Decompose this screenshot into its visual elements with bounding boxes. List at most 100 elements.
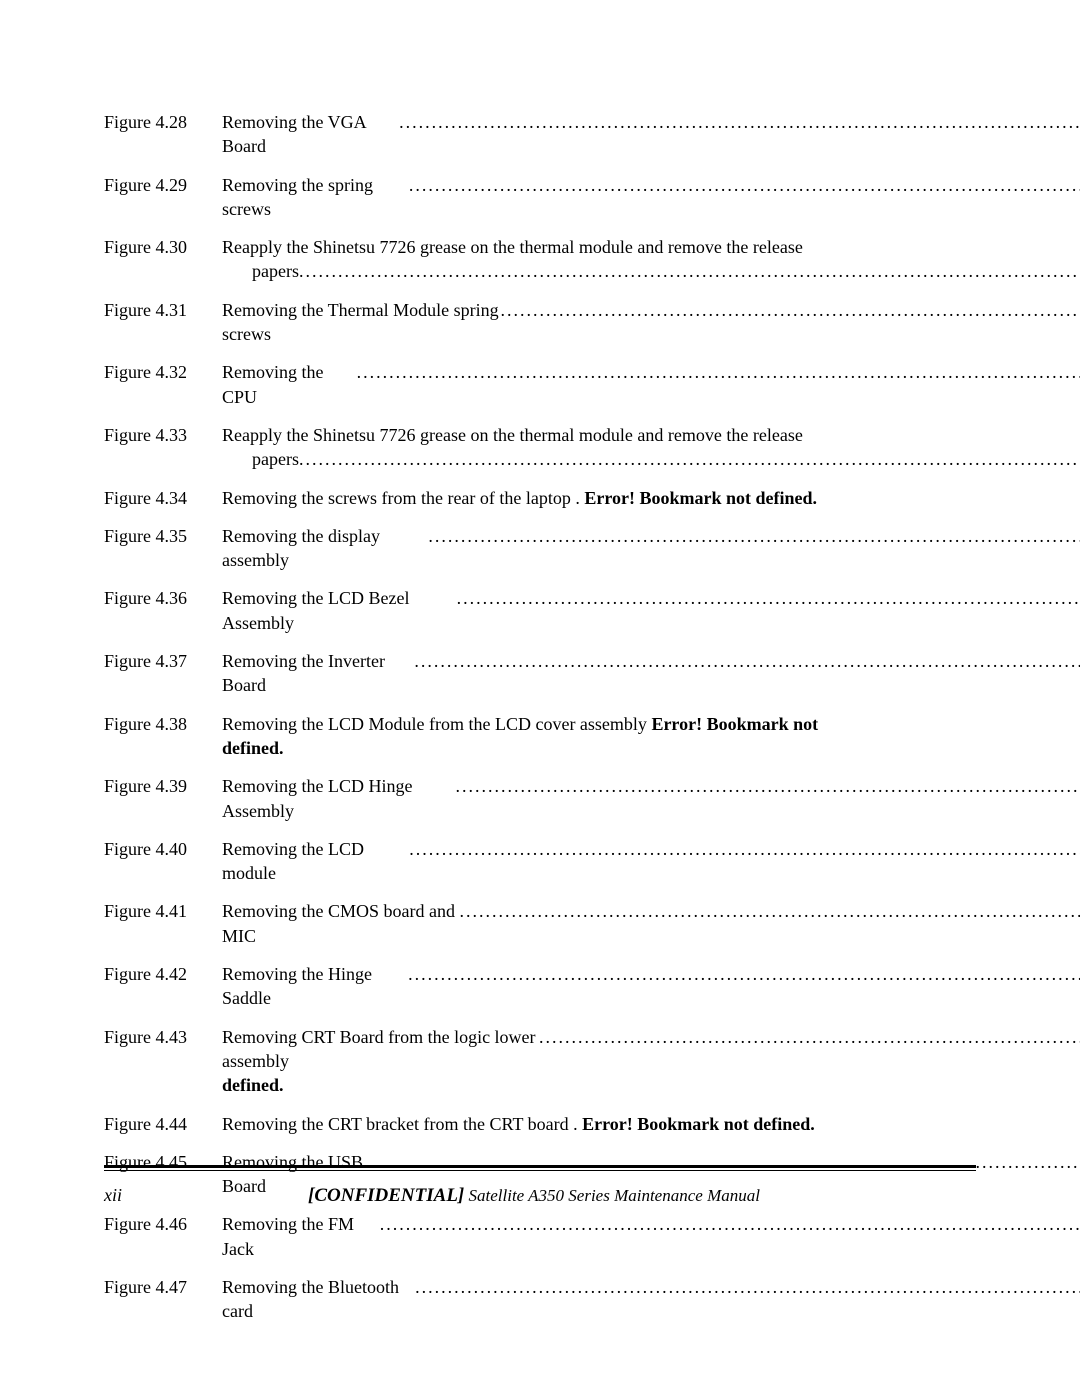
- leader-dots: ........................................…: [357, 360, 1080, 384]
- description-text: Reapply the Shinetsu 7726 grease on the …: [222, 425, 803, 445]
- entry-description: Removing the LCD module ................…: [222, 837, 1080, 886]
- leader-dots: ........................................…: [460, 899, 1080, 923]
- description-text: Removing the LCD Bezel Assembly: [222, 586, 457, 635]
- entry-description: Removing the CRT bracket from the CRT bo…: [222, 1112, 976, 1136]
- figure-number: Figure 4.47: [104, 1275, 222, 1299]
- figure-number: Figure 4.33: [104, 423, 222, 447]
- toc-entry: Figure 4.44Removing the CRT bracket from…: [104, 1112, 976, 1136]
- table-of-contents: Figure 4.28Removing the VGA Board.......…: [104, 110, 976, 1324]
- leader-dots: ........................................…: [409, 173, 1080, 197]
- description-text: Removing the Bluetooth card: [222, 1275, 415, 1324]
- description-text: Removing the spring screws: [222, 173, 409, 222]
- leader-dots: ........................................…: [399, 110, 1080, 134]
- figure-number: Figure 4.28: [104, 110, 222, 134]
- entry-description: Removing the display assembly...........…: [222, 524, 1080, 573]
- leader-dots: ........................................…: [380, 1212, 1080, 1236]
- leader-dots: ........................................…: [456, 774, 1080, 798]
- entry-description: Removing the CMOS board and MIC.........…: [222, 899, 1080, 948]
- leader-dots: ........................................…: [299, 447, 1080, 471]
- description-text: Removing the Inverter Board: [222, 649, 414, 698]
- leader-dots: ........................................…: [414, 649, 1080, 673]
- toc-entry: Figure 4.46Removing the FM Jack.........…: [104, 1212, 976, 1261]
- entry-description: Removing the Inverter Board.............…: [222, 649, 1080, 698]
- entry-description: Removing the FM Jack....................…: [222, 1212, 1080, 1261]
- figure-number: Figure 4.43: [104, 1025, 222, 1049]
- description-text: Removing the CPU: [222, 360, 357, 409]
- toc-entry: Figure 4.39Removing the LCD Hinge Assemb…: [104, 774, 976, 823]
- figure-number: Figure 4.41: [104, 899, 222, 923]
- page-number: xii: [104, 1185, 122, 1206]
- toc-entry: Figure 4.29Removing the spring screws...…: [104, 173, 976, 222]
- toc-entry: Figure 4.28Removing the VGA Board.......…: [104, 110, 976, 159]
- figure-number: Figure 4.32: [104, 360, 222, 384]
- figure-number: Figure 4.42: [104, 962, 222, 986]
- toc-entry: Figure 4.35Removing the display assembly…: [104, 524, 976, 573]
- figure-number: Figure 4.38: [104, 712, 222, 736]
- entry-description: Reapply the Shinetsu 7726 grease on the …: [222, 423, 1080, 472]
- entry-description: Removing the LCD Hinge Assembly.........…: [222, 774, 1080, 823]
- figure-number: Figure 4.29: [104, 173, 222, 197]
- entry-description: Removing the Bluetooth card.............…: [222, 1275, 1080, 1324]
- entry-description: Removing the spring screws..............…: [222, 173, 1080, 222]
- entry-description: Removing the CPU........................…: [222, 360, 1080, 409]
- figure-number: Figure 4.36: [104, 586, 222, 610]
- leader-dots: ........................................…: [408, 962, 1080, 986]
- entry-description: Removing CRT Board from the logic lower …: [222, 1025, 1080, 1098]
- figure-number: Figure 4.40: [104, 837, 222, 861]
- toc-entry: Figure 4.47Removing the Bluetooth card..…: [104, 1275, 976, 1324]
- toc-entry: Figure 4.41Removing the CMOS board and M…: [104, 899, 976, 948]
- error-text: Error! Bookmark not defined.: [582, 1112, 815, 1136]
- toc-entry: Figure 4.40Removing the LCD module .....…: [104, 837, 976, 886]
- figure-number: Figure 4.30: [104, 235, 222, 259]
- description-text: Removing the display assembly: [222, 524, 428, 573]
- description-text: Removing the screws from the rear of the…: [222, 486, 584, 510]
- figure-number: Figure 4.31: [104, 298, 222, 322]
- entry-description: Removing the LCD Module from the LCD cov…: [222, 712, 976, 761]
- page-footer: xii [CONFIDENTIAL] Satellite A350 Series…: [104, 1165, 976, 1207]
- description-text: Removing the CMOS board and MIC: [222, 899, 460, 948]
- entry-description: Reapply the Shinetsu 7726 grease on the …: [222, 235, 1080, 284]
- description-text: Reapply the Shinetsu 7726 grease on the …: [222, 237, 803, 257]
- description-text: Removing the FM Jack: [222, 1212, 380, 1261]
- toc-entry: Figure 4.37Removing the Inverter Board..…: [104, 649, 976, 698]
- footer-center: [CONFIDENTIAL] Satellite A350 Series Mai…: [122, 1185, 946, 1207]
- footer-rule: [104, 1165, 976, 1171]
- figure-number: Figure 4.35: [104, 524, 222, 548]
- figure-number: Figure 4.39: [104, 774, 222, 798]
- description-text: Removing the Thermal Module spring screw…: [222, 298, 500, 347]
- toc-entry: Figure 4.33Reapply the Shinetsu 7726 gre…: [104, 423, 976, 472]
- figure-number: Figure 4.44: [104, 1112, 222, 1136]
- toc-entry: Figure 4.30Reapply the Shinetsu 7726 gre…: [104, 235, 976, 284]
- toc-entry: Figure 4.42Removing the Hinge Saddle....…: [104, 962, 976, 1011]
- description-text: Removing the VGA Board: [222, 110, 399, 159]
- description-continuation: papers: [252, 447, 299, 471]
- toc-entry: Figure 4.38Removing the LCD Module from …: [104, 712, 976, 761]
- description-text: Removing the LCD Module from the LCD cov…: [222, 714, 651, 734]
- leader-dots: ........................................…: [428, 524, 1080, 548]
- description-text: Removing the Hinge Saddle: [222, 962, 408, 1011]
- leader-dots: ........................................…: [409, 837, 1080, 861]
- description-text: Removing CRT Board from the logic lower …: [222, 1025, 539, 1074]
- description-text: Removing the LCD Hinge Assembly: [222, 774, 456, 823]
- footer-line: xii [CONFIDENTIAL] Satellite A350 Series…: [104, 1185, 976, 1207]
- description-continuation: papers: [252, 259, 299, 283]
- error-continuation: defined.: [222, 738, 284, 758]
- entry-description: Removing the VGA Board..................…: [222, 110, 1080, 159]
- leader-dots: ........................................…: [500, 298, 1080, 322]
- confidential-label: [CONFIDENTIAL]: [308, 1185, 464, 1206]
- leader-dots: ........................................…: [539, 1025, 1080, 1049]
- entry-description: Removing the Hinge Saddle...............…: [222, 962, 1080, 1011]
- description-text: Removing the LCD module: [222, 837, 409, 886]
- leader-dots: ........................................…: [457, 586, 1080, 610]
- leader-dots: ........................................…: [415, 1275, 1080, 1299]
- figure-number: Figure 4.37: [104, 649, 222, 673]
- manual-title: Satellite A350 Series Maintenance Manual: [464, 1186, 760, 1205]
- toc-entry: Figure 4.31Removing the Thermal Module s…: [104, 298, 976, 347]
- error-text: Error! Bookmark not: [651, 714, 818, 734]
- toc-entry: Figure 4.32Removing the CPU.............…: [104, 360, 976, 409]
- description-text: Removing the CRT bracket from the CRT bo…: [222, 1112, 582, 1136]
- toc-entry: Figure 4.43Removing CRT Board from the l…: [104, 1025, 976, 1098]
- entry-description: Removing the screws from the rear of the…: [222, 486, 976, 510]
- entry-description: Removing the Thermal Module spring screw…: [222, 298, 1080, 347]
- figure-number: Figure 4.34: [104, 486, 222, 510]
